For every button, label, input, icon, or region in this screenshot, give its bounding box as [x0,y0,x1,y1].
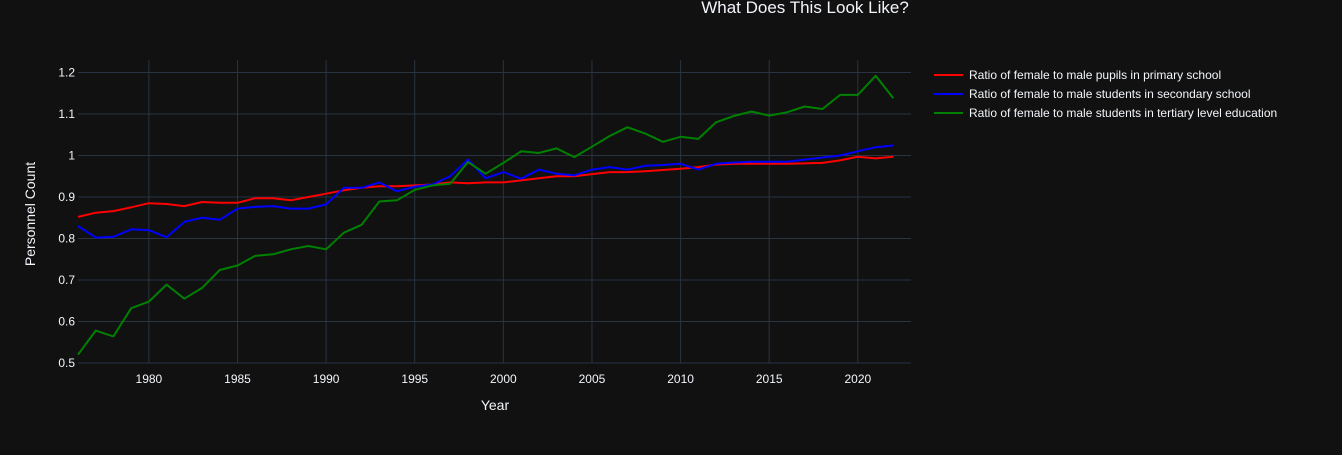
legend-item-1[interactable]: Ratio of female to male pupils in primar… [934,68,1221,82]
legend-label: Ratio of female to male students in tert… [969,106,1277,120]
y-tick-label: 0.5 [58,356,75,370]
x-tick-label: 1990 [313,372,340,386]
series-line-1 [77,155,894,218]
x-tick-label: 2005 [579,372,606,386]
legend-label: Ratio of female to male students in seco… [969,87,1250,101]
y-gridlines [78,71,911,364]
y-tick-label: 1 [68,148,75,162]
legend[interactable]: Ratio of female to male pupils in primar… [934,68,1277,120]
y-axis-ticks: 0.5 0.6 0.7 0.8 0.9 1 1.1 1.2 [58,65,75,370]
x-tick-label: 2010 [667,372,694,386]
y-tick-label: 0.6 [58,314,75,328]
x-tick-label: 2020 [844,372,871,386]
x-tick-label: 1995 [401,372,428,386]
x-gridlines [148,60,859,363]
y-axis-title: Personnel Count [22,162,38,266]
legend-label: Ratio of female to male pupils in primar… [969,68,1221,82]
y-tick-label: 0.7 [58,273,75,287]
series-line-2 [77,144,894,239]
x-tick-label: 1985 [224,372,251,386]
y-tick-label: 0.9 [58,190,75,204]
series-line-3 [77,74,895,356]
legend-item-3[interactable]: Ratio of female to male students in tert… [934,106,1277,120]
x-tick-label: 2000 [490,372,517,386]
y-tick-label: 1.1 [58,107,75,121]
series-lines [77,74,895,356]
x-tick-label: 2015 [756,372,783,386]
y-tick-label: 1.2 [58,65,75,79]
x-tick-label: 1980 [136,372,163,386]
y-tick-label: 0.8 [58,231,75,245]
chart-title: What Does This Look Like? [701,0,909,17]
x-axis-ticks: 1980 1985 1990 1995 2000 2005 2010 2015 2020 [136,372,872,386]
legend-item-2[interactable]: Ratio of female to male students in seco… [934,87,1250,101]
x-axis-title: Year [481,397,510,413]
